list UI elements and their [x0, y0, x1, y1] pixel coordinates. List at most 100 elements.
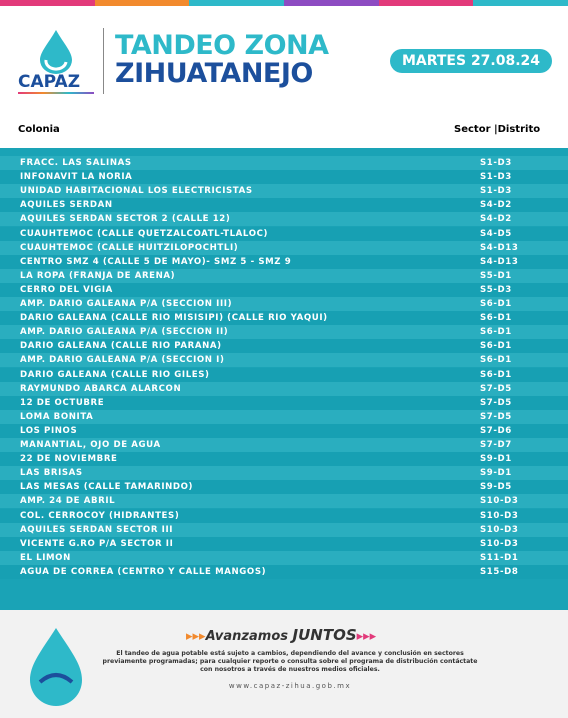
sector-cell: S4-D13	[480, 242, 519, 253]
sector-cell: S7-D5	[480, 397, 512, 408]
colonia-cell: INFONAVIT LA NORIA	[20, 172, 133, 183]
sector-cell: S10-D3	[480, 538, 519, 549]
sector-cell: S9-D1	[480, 454, 512, 465]
sector-cell: S5-D3	[480, 284, 512, 295]
sector-cell: S1-D3	[480, 172, 512, 183]
colonia-cell: LA ROPA (FRANJA DE ARENA)	[20, 270, 176, 281]
table-row: DARIO GALEANA (CALLE RIO PARANA) S6-D1	[0, 339, 568, 354]
colonia-cell: MANANTIAL, OJO DE AGUA	[20, 440, 161, 450]
sector-cell: S6-D1	[480, 369, 512, 380]
table-row: LAS MESAS (CALLE TAMARINDO) S9-D5	[0, 480, 568, 495]
table-row: CERRO DEL VIGIA S5-D3	[0, 282, 568, 297]
sector-cell: S4-D13	[480, 256, 519, 267]
slogan-part: Avanzamos	[205, 629, 288, 644]
colonia-cell: DARIO GALEANA (CALLE RIO MISISIPI) (CALL…	[20, 313, 328, 324]
table-row: CUAUHTEMOC (CALLE QUETZALCOATL-TLALOC) S4…	[0, 226, 568, 241]
table-row: DARIO GALEANA (CALLE RIO MISISIPI) (CALL…	[0, 311, 568, 326]
table-row: CENTRO SMZ 4 (CALLE 5 DE MAYO)- SMZ 5 - …	[0, 254, 568, 269]
table-row: LAS BRISAS S9-D1	[0, 466, 568, 481]
colonia-cell: CENTRO SMZ 4 (CALLE 5 DE MAYO)- SMZ 5 - …	[20, 256, 292, 267]
colonia-cell: 22 DE NOVIEMBRE	[20, 454, 118, 465]
sector-cell: S11-D1	[480, 552, 519, 563]
sector-cell: S10-D3	[480, 524, 519, 535]
sector-cell: S6-D1	[480, 313, 512, 324]
sector-cell: S4-D5	[480, 228, 512, 239]
colonia-cell: LAS BRISAS	[20, 468, 83, 479]
sector-cell: S9-D5	[480, 482, 512, 493]
sector-cell: S5-D1	[480, 270, 512, 281]
sector-cell: S6-D1	[480, 299, 512, 309]
column-header: Colonia	[18, 124, 60, 135]
table-row: UNIDAD HABITACIONAL LOS ELECTRICISTAS S1-…	[0, 184, 568, 199]
colonia-cell: CERRO DEL VIGIA	[20, 284, 113, 295]
footer: ▸▸▸Avanzamos JUNTOS▸▸▸ El tandeo de agua…	[0, 610, 568, 718]
title: TANDEO ZONA ZIHUATANEJO	[115, 32, 329, 88]
table-row: 12 DE OCTUBRE S7-D5	[0, 395, 568, 410]
divider	[103, 28, 104, 94]
colonia-cell: UNIDAD HABITACIONAL LOS ELECTRICISTAS	[20, 186, 253, 197]
colonia-cell: LOS PINOS	[20, 425, 78, 436]
colonia-cell: LOMA BONITA	[20, 411, 94, 422]
sector-cell: S15-D8	[480, 566, 519, 577]
colonia-cell: AMP. DARIO GALEANA P/A (SECCION III)	[20, 299, 233, 309]
colonia-cell: COL. CERROCOY (HIDRANTES)	[20, 510, 180, 521]
sector-cell: S10-D3	[480, 510, 519, 521]
colonia-cell: AQUILES SERDAN	[20, 200, 113, 211]
logo-drop	[40, 30, 72, 74]
table-row: AMP. DARIO GALEANA P/A (SECCION I) S6-D1	[0, 353, 568, 368]
table-row: AMP. DARIO GALEANA P/A (SECCION III) S6-D…	[0, 297, 568, 311]
sector-cell: S7-D5	[480, 383, 512, 394]
table-row: AMP. 24 DE ABRIL S10-D3	[0, 494, 568, 509]
table: FRACC. LAS SALINAS S1-D3 INFONAVIT LA NORI…	[0, 148, 568, 610]
table-row: DARIO GALEANA (CALLE RIO GILES) S6-D1	[0, 367, 568, 382]
sector-cell: S4-D2	[480, 214, 512, 225]
colonia-cell: AMP. 24 DE ABRIL	[20, 496, 116, 507]
title-line: TANDEO ZONA	[115, 30, 329, 61]
colonia-cell: AQUILES SERDAN SECTOR 2 (CALLE 12)	[20, 214, 231, 225]
sector-cell: S9-D1	[480, 468, 512, 479]
table-row: AQUILES SERDAN SECTOR 2 (CALLE 12) S4-D2	[0, 212, 568, 227]
colonia-cell: RAYMUNDO ABARCA ALARCON	[20, 383, 182, 394]
table-row: AGUA DE CORREA (CENTRO Y CALLE MANGOS) S1…	[0, 564, 568, 579]
colonia-cell: AQUILES SERDAN SECTOR III	[20, 524, 174, 535]
sector-cell: S7-D6	[480, 425, 512, 436]
date-pill: MARTES 27.08.24	[390, 49, 552, 73]
table-row: EL LIMON S11-D1	[0, 550, 568, 565]
colonia-cell: AMP. DARIO GALEANA P/A (SECCION I)	[20, 355, 225, 366]
logo-text: CAPAZ	[18, 72, 81, 92]
table-row: RAYMUNDO ABARCA ALARCON S7-D5	[0, 381, 568, 396]
sector-cell: S6-D1	[480, 341, 512, 352]
sector-cell: S10-D3	[480, 496, 519, 507]
table-row: MANANTIAL, OJO DE AGUA S7-D7	[0, 438, 568, 452]
table-row: LA ROPA (FRANJA DE ARENA) S5-D1	[0, 268, 568, 283]
colonia-cell: AMP. DARIO GALEANA P/A (SECCION II)	[20, 327, 229, 338]
table-row: AQUILES SERDAN SECTOR III S10-D3	[0, 522, 568, 537]
slogan-part: JUNTOS	[292, 626, 357, 644]
colonia-cell: DARIO GALEANA (CALLE RIO PARANA)	[20, 341, 222, 352]
sector-cell: S4-D2	[480, 200, 512, 211]
colonia-cell: FRACC. LAS SALINAS	[20, 158, 132, 168]
table-row: FRACC. LAS SALINAS S1-D3	[0, 156, 568, 170]
table-row: COL. CERROCOY (HIDRANTES) S10-D3	[0, 508, 568, 523]
colonia-cell: EL LIMON	[20, 552, 71, 563]
table-row: LOMA BONITA S7-D5	[0, 409, 568, 424]
column-header: Sector |Distrito	[454, 124, 541, 135]
sector-cell: S1-D3	[480, 158, 512, 168]
color-strip	[0, 0, 568, 6]
colonia-cell: LAS MESAS (CALLE TAMARINDO)	[20, 482, 194, 493]
sector-cell: S6-D1	[480, 327, 512, 338]
colonia-cell: VICENTE G.RO P/A SECTOR II	[20, 538, 174, 549]
table-row: CUAUHTEMOC (CALLE HUITZILOPOCHTLI) S4-D13	[0, 240, 568, 255]
colonia-cell: AGUA DE CORREA (CENTRO Y CALLE MANGOS)	[20, 566, 267, 577]
table-row: INFONAVIT LA NORIA S1-D3	[0, 170, 568, 185]
sector-cell: S7-D7	[480, 440, 512, 450]
table-row: 22 DE NOVIEMBRE S9-D1	[0, 452, 568, 467]
sector-cell: S1-D3	[480, 186, 512, 197]
table-row: AMP. DARIO GALEANA P/A (SECCION II) S6-D1	[0, 325, 568, 340]
website: www.capaz-zihua.gob.mx	[228, 682, 352, 690]
logo-bar	[18, 92, 94, 94]
notice: El tandeo de agua potable está sujeto a …	[102, 650, 478, 673]
table-row: VICENTE G.RO P/A SECTOR II S10-D3	[0, 536, 568, 551]
title-line: ZIHUATANEJO	[115, 58, 313, 89]
